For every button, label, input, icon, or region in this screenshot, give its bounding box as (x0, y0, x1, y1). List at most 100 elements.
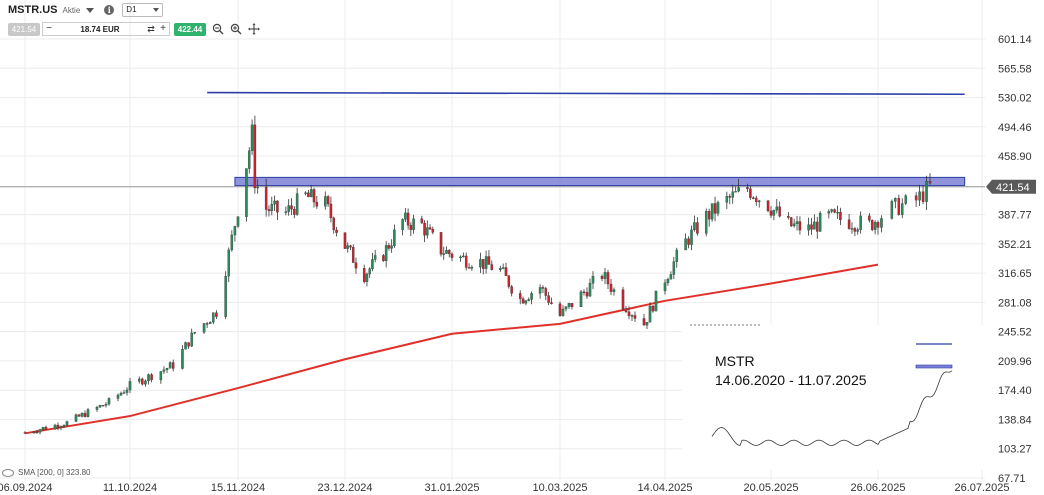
candle-body (609, 283, 613, 292)
candle-body (582, 291, 586, 293)
candle-body (390, 245, 393, 249)
candle-body (675, 249, 679, 262)
candle-body (276, 200, 279, 213)
x-tick-label: 20.05.2025 (743, 482, 798, 494)
candle-body (600, 276, 604, 279)
candle-body (868, 215, 871, 221)
candle-body (304, 192, 307, 194)
candle-body (23, 432, 27, 434)
candle-body (95, 406, 99, 410)
move-crosshair-icon[interactable] (248, 23, 260, 35)
inset-date-range: 14.06.2020 - 11.07.2025 (715, 372, 867, 388)
candle-body (651, 305, 655, 312)
buy-price-button[interactable]: 422.44 (174, 22, 206, 36)
candle-body (479, 259, 482, 268)
symbol-name[interactable]: MSTR.US (8, 4, 58, 16)
candle-body (901, 203, 904, 215)
y-tick-label: 421.54 (996, 182, 1030, 194)
candle-body (80, 413, 84, 417)
candle-body (766, 200, 770, 212)
plus-button[interactable]: + (160, 23, 166, 34)
candle-body (62, 425, 66, 427)
zoom-out-icon[interactable] (212, 23, 224, 35)
candle-body (544, 288, 548, 296)
sma-200-line (24, 263, 879, 435)
candle-body (326, 196, 330, 205)
candle-body (530, 293, 533, 300)
candle-body (487, 256, 491, 265)
candle-body (245, 168, 248, 217)
candle-body (250, 124, 254, 151)
candle-body (284, 211, 288, 213)
candle-body (550, 302, 553, 304)
inset-background (682, 325, 985, 470)
candle-body (612, 289, 616, 292)
info-icon[interactable]: i (104, 5, 115, 15)
candle-body (264, 186, 268, 210)
candle-body (663, 282, 667, 292)
resistance-zone (234, 176, 966, 187)
candle-body (368, 268, 371, 275)
x-tick-label: 23.12.2024 (317, 482, 372, 494)
candle-body (769, 210, 773, 216)
candle-body (362, 268, 366, 282)
candle-body (86, 409, 90, 417)
zoom-in-icon[interactable] (230, 23, 242, 35)
candle-body (354, 262, 358, 269)
candle-body (387, 245, 391, 249)
candle-body (65, 421, 69, 426)
minus-button[interactable]: − (46, 23, 52, 34)
candle-body (101, 405, 105, 407)
candle-body (307, 192, 310, 198)
symbol-dropdown-icon[interactable] (86, 7, 95, 13)
quantity-value[interactable]: 18.74 EUR (80, 24, 120, 34)
candle-body (406, 212, 410, 226)
candle-body (295, 193, 299, 215)
candle-body (672, 261, 676, 275)
swap-icon[interactable]: ⇄ (147, 23, 155, 34)
y-tick-label: 458.90 (998, 151, 1032, 163)
y-tick-label: 316.65 (998, 268, 1032, 280)
candle-body (853, 228, 857, 232)
candle-body (373, 255, 377, 260)
candle-body (349, 245, 352, 248)
timeframe-select[interactable]: D1 (122, 3, 164, 17)
quantity-stepper[interactable]: − 18.74 EUR ⇄ + (42, 22, 170, 36)
inset-caption: MSTR 14.06.2020 - 11.07.2025 (715, 352, 867, 390)
candle-body (693, 222, 696, 231)
timeframe-value: D1 (126, 5, 137, 14)
candle-body (630, 315, 634, 317)
candle-body (215, 312, 218, 317)
candle-body (521, 298, 525, 304)
candle-body (236, 216, 240, 227)
candle-body (734, 191, 737, 193)
candle-body (704, 211, 708, 234)
candle-body (343, 232, 347, 249)
candle-body (591, 276, 595, 284)
candle-body (547, 295, 550, 303)
candle-body (633, 315, 637, 319)
y-tick-label: 601.14 (998, 34, 1032, 46)
y-tick-label: 67.71 (998, 473, 1026, 485)
candle-body (789, 217, 793, 227)
inset-zone (915, 364, 953, 369)
candle-body (621, 289, 625, 310)
inset-price-line (711, 370, 953, 446)
candle-body (233, 226, 237, 236)
candle-body (116, 394, 120, 399)
candle-body (171, 362, 175, 369)
last-price-tag (986, 179, 1036, 194)
candle-body (448, 250, 451, 255)
candle-body (507, 275, 511, 287)
candle-body (365, 273, 369, 282)
candle-body (795, 221, 799, 224)
eye-icon[interactable] (2, 468, 14, 477)
candle-body (312, 189, 316, 203)
candle-body (645, 322, 649, 326)
sell-price-button[interactable]: 421.54 (8, 22, 40, 36)
candle-body (467, 267, 471, 269)
chevron-down-icon (153, 8, 160, 12)
candle-body (725, 196, 729, 203)
candle-body (904, 195, 907, 204)
